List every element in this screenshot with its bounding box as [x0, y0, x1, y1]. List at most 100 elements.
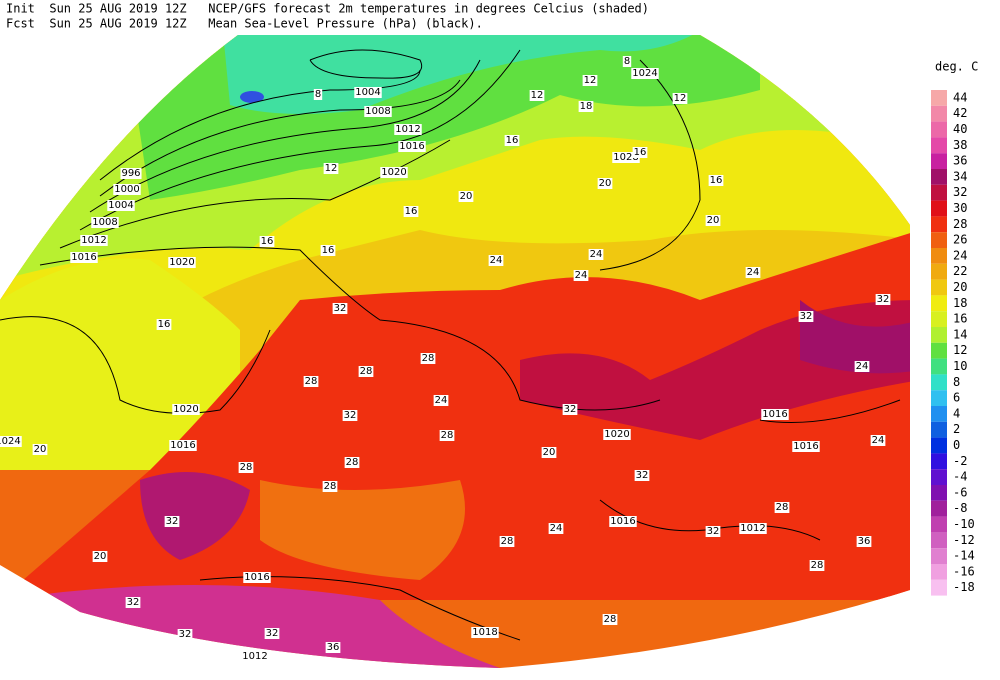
temperature-label: 16	[710, 175, 723, 186]
legend-swatch	[931, 327, 947, 343]
label-box	[578, 101, 594, 112]
temperature-label: 24	[575, 270, 588, 281]
legend-label: 22	[953, 264, 967, 278]
label-box	[264, 628, 280, 639]
label-box	[313, 89, 323, 100]
label-box	[433, 395, 449, 406]
legend-swatch	[931, 516, 947, 533]
legend-label: 36	[953, 154, 967, 168]
label-box	[672, 93, 688, 104]
legend-label: 4	[953, 406, 960, 420]
legend-swatch	[931, 485, 947, 501]
legend-swatch	[931, 579, 947, 596]
label-box	[120, 168, 142, 179]
legend-swatch	[931, 169, 947, 185]
label-box	[809, 560, 825, 571]
label-box	[125, 597, 141, 608]
temperature-label: 32	[334, 303, 347, 314]
header-line: Init Sun 25 AUG 2019 12Z NCEP/GFS foreca…	[6, 2, 649, 16]
legend-swatch	[931, 358, 947, 375]
isobar-label: 1016	[793, 441, 818, 452]
label-box	[870, 435, 886, 446]
label-box	[458, 191, 474, 202]
isobar-label: 1024	[0, 436, 21, 447]
label-box	[488, 255, 504, 266]
legend-swatch	[931, 311, 947, 327]
label-box	[504, 135, 520, 146]
label-box	[325, 642, 341, 653]
label-box	[91, 217, 119, 228]
label-box	[168, 257, 196, 268]
legend-swatch	[931, 469, 947, 485]
temperature-label: 24	[435, 395, 448, 406]
label-box	[320, 245, 336, 256]
label-box	[705, 215, 721, 226]
temperature-label: 28	[305, 376, 318, 387]
isobar-label: 1020	[173, 404, 198, 415]
temperature-label: 32	[800, 311, 813, 322]
isobar-label: 1020	[604, 429, 629, 440]
legend-label: 34	[953, 169, 967, 183]
label-box	[856, 536, 872, 547]
legend-label: -16	[953, 564, 975, 578]
legend-label: -4	[953, 470, 967, 484]
label-box	[32, 444, 48, 455]
temperature-label: 18	[580, 101, 593, 112]
label-box	[548, 523, 564, 534]
temperature-label: 24	[550, 523, 563, 534]
map-field	[0, 35, 910, 668]
isobar-label: 996	[121, 168, 140, 179]
temperature-label: 16	[405, 206, 418, 217]
isobar-label: 1016	[610, 516, 635, 527]
legend-label: 40	[953, 122, 967, 136]
legend-label: 16	[953, 312, 967, 326]
legend-label: 26	[953, 233, 967, 247]
label-box	[632, 147, 648, 158]
temperature-label: 20	[707, 215, 720, 226]
isobar-label: 1004	[108, 200, 133, 211]
legend-label: 30	[953, 201, 967, 215]
label-box	[588, 249, 604, 260]
label-box	[241, 651, 269, 662]
label-box	[705, 526, 721, 537]
label-box	[243, 572, 271, 583]
legend-label: -8	[953, 501, 967, 515]
temperature-label: 28	[240, 462, 253, 473]
legend-label: 24	[953, 248, 967, 262]
isobar-label: 1012	[395, 124, 420, 135]
label-box	[172, 404, 200, 415]
legend-swatch	[931, 453, 947, 470]
isobar-label: 1012	[242, 651, 267, 662]
temperature-label: 28	[811, 560, 824, 571]
legend-label: -6	[953, 485, 967, 499]
label-box	[631, 68, 659, 79]
label-box	[439, 430, 455, 441]
label-box	[612, 152, 640, 163]
label-box	[177, 629, 193, 640]
temperature-label: 28	[360, 366, 373, 377]
temperature-label: 28	[346, 457, 359, 468]
temperature-label: 12	[584, 75, 597, 86]
isobar-label: 1008	[365, 106, 390, 117]
temperature-label: 20	[34, 444, 47, 455]
label-box	[622, 56, 632, 67]
isobar-label: 1004	[355, 87, 380, 98]
label-box	[792, 441, 820, 452]
legend-swatch	[931, 295, 947, 312]
legend-swatch	[931, 500, 947, 517]
label-box	[774, 502, 790, 513]
legend-swatch	[931, 342, 947, 359]
isobar-label: 1024	[632, 68, 657, 79]
label-box	[562, 404, 578, 415]
temperature-label: 36	[327, 642, 340, 653]
isobar-label: 1012	[81, 235, 106, 246]
legend-label: 42	[953, 106, 967, 120]
label-box	[380, 167, 408, 178]
temperature-label: 20	[543, 447, 556, 458]
label-box	[634, 470, 650, 481]
legend-swatch	[931, 121, 947, 138]
temperature-label: 24	[856, 361, 869, 372]
label-box	[471, 627, 499, 638]
